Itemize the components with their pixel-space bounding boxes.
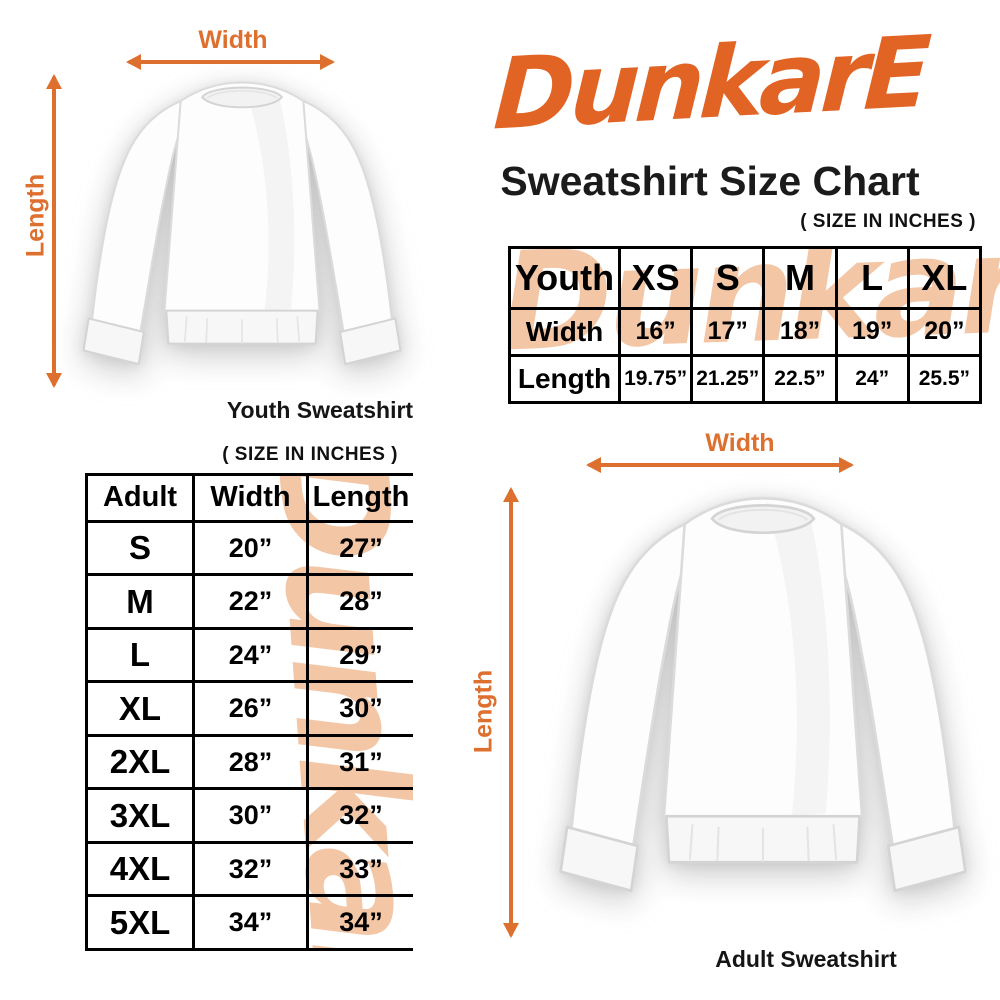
table-cell: 5XL (85, 894, 195, 951)
adult-length-label: Length (469, 669, 498, 754)
adult-size-note: ( SIZE IN INCHES ) (222, 444, 398, 465)
table-cell: 29” (306, 626, 413, 684)
table-cell: 3XL (85, 787, 195, 844)
table-cell: Length (306, 473, 413, 523)
table-row: L 24” 29” (85, 626, 413, 684)
table-cell: L (834, 246, 910, 310)
table-cell: 28” (306, 573, 413, 630)
table-row: 3XL 30” 32” (85, 787, 413, 844)
youth-width-label: Width (198, 26, 268, 54)
table-cell: 21.25” (690, 353, 766, 404)
table-cell: 26” (192, 680, 309, 737)
page-title: Sweatshirt Size Chart (500, 158, 920, 204)
table-cell: 19” (834, 306, 910, 357)
youth-sweatshirt-image (82, 81, 402, 365)
table-cell: 16” (617, 306, 694, 357)
youth-figure-caption: Youth Sweatshirt (226, 397, 414, 423)
table-cell: 27” (306, 519, 413, 577)
table-cell: Youth (508, 246, 621, 310)
table-cell: M (85, 573, 195, 630)
table-cell: 20” (906, 306, 983, 357)
table-cell: 20” (192, 519, 309, 577)
table-cell: Width (508, 306, 621, 357)
brand-logo: DunkarE (491, 15, 929, 153)
table-cell: 31” (306, 733, 413, 791)
adult-sweatshirt-image (559, 496, 967, 893)
table-cell: 32” (192, 840, 309, 898)
table-row: XL 26” 30” (85, 680, 413, 737)
table-row: Width 16” 17” 18” 19” 20” (508, 306, 983, 357)
table-cell: 34” (192, 894, 309, 951)
table-cell: XL (85, 680, 195, 737)
table-cell: 33” (306, 840, 413, 898)
table-cell: S (85, 519, 195, 577)
table-row: Adult Width Length (85, 473, 413, 523)
table-cell: Length (508, 353, 621, 404)
table-cell: XL (906, 246, 983, 310)
table-cell: 4XL (85, 840, 195, 898)
adult-size-table: Adult Width Length S 20” 27” M 22” 28” L… (85, 473, 413, 951)
table-row: 2XL 28” 31” (85, 733, 413, 791)
table-cell: 22” (192, 573, 309, 630)
table-row: 4XL 32” 33” (85, 840, 413, 898)
table-row: S 20” 27” (85, 519, 413, 577)
table-cell: 34” (306, 894, 413, 951)
table-cell: 28” (192, 733, 309, 791)
adult-width-arrow-icon (588, 463, 852, 467)
table-cell: 19.75” (617, 353, 694, 404)
table-cell: 22.5” (762, 353, 838, 404)
table-cell: XS (617, 246, 694, 310)
table-cell: 32” (306, 787, 413, 844)
adult-width-label: Width (705, 429, 775, 457)
table-cell: 17” (690, 306, 766, 357)
table-row: 5XL 34” 34” (85, 894, 413, 951)
youth-length-arrow-icon (52, 76, 56, 386)
youth-width-arrow-icon (128, 60, 333, 64)
adult-figure: Width Length Adult Sweatshirt (440, 415, 1000, 1000)
table-cell: M (762, 246, 838, 310)
adult-length-arrow-icon (509, 489, 513, 936)
table-row: Length 19.75” 21.25” 22.5” 24” 25.5” (508, 353, 983, 404)
table-cell: 24” (834, 353, 910, 404)
table-row: M 22” 28” (85, 573, 413, 630)
adult-figure-caption: Adult Sweatshirt (715, 946, 897, 972)
table-cell: Adult (85, 473, 195, 523)
youth-size-note: ( SIZE IN INCHES ) (800, 211, 976, 232)
table-cell: 30” (192, 787, 309, 844)
table-row: Youth XS S M L XL (508, 246, 983, 310)
table-cell: 2XL (85, 733, 195, 791)
table-cell: 24” (192, 626, 309, 684)
table-cell: S (690, 246, 766, 310)
youth-length-label: Length (21, 173, 50, 258)
adult-table-wrapper: Dunkare Adult Width Length S 20” 27” M 2… (85, 473, 413, 951)
youth-size-table: Youth XS S M L XL Width 16” 17” 18” 19” … (508, 246, 983, 404)
table-cell: L (85, 626, 195, 684)
table-cell: 18” (762, 306, 838, 357)
youth-figure: Width Length Youth Sweatshirt (0, 0, 440, 430)
table-cell: 25.5” (906, 353, 983, 404)
table-cell: 30” (306, 680, 413, 737)
youth-table-wrapper: Dunkare Youth XS S M L XL Width 16” 17” … (508, 246, 1000, 404)
table-cell: Width (192, 473, 309, 523)
